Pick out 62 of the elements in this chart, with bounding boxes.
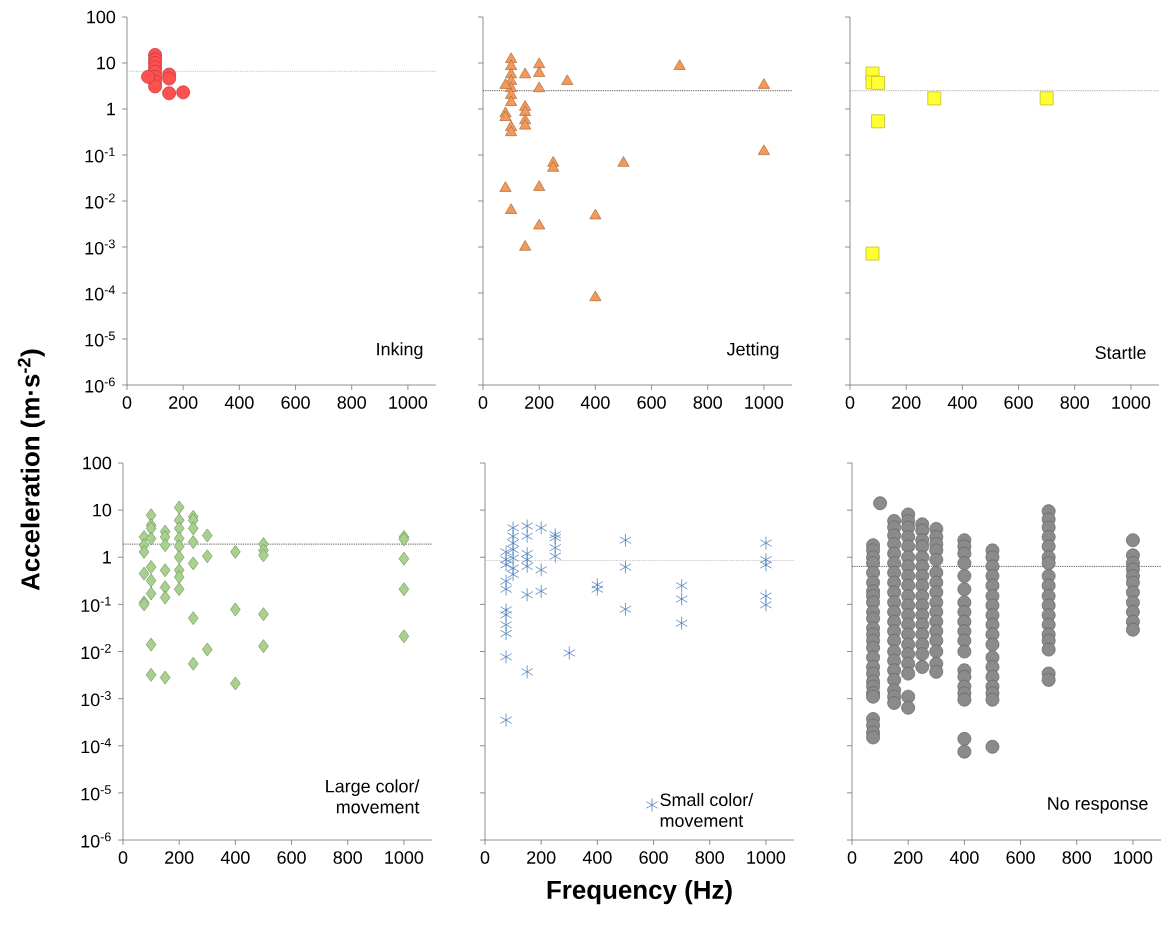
y-tick-label: 10$^{-2}$ xyxy=(85,193,115,209)
annotation: No response xyxy=(1048,797,1148,814)
x-tick-label: 400 xyxy=(220,851,250,864)
x-tick-label: 600 xyxy=(637,396,666,409)
x-tick-label: 800 xyxy=(1062,851,1091,864)
x-tick-label: 600 xyxy=(1004,396,1033,409)
annotation: Inking xyxy=(377,342,423,360)
legend-label: Small color/ movement xyxy=(660,792,754,828)
x-tick-label: 1000 xyxy=(385,851,424,864)
x-tick-label: 0 xyxy=(845,396,855,409)
x-tick-label: 200 xyxy=(169,396,198,409)
x-tick-label: 800 xyxy=(333,851,362,864)
x-tick-label: 800 xyxy=(1060,396,1089,409)
x-tick-label: 200 xyxy=(892,396,921,409)
y-tick-label: 100 xyxy=(83,456,112,470)
y-tick-label: 10$^{-3}$ xyxy=(81,691,111,707)
x-tick-label: 400 xyxy=(582,851,612,864)
x-axis-title: Frequency (Hz) xyxy=(547,880,732,905)
x-tick-label: 1000 xyxy=(1114,851,1153,864)
y-tick-label: 1 xyxy=(107,102,115,116)
y-tick-label: 10$^{-6}$ xyxy=(85,377,115,393)
x-tick-label: 0 xyxy=(122,396,132,409)
y-tick-label: 10$^{-5}$ xyxy=(81,785,111,801)
y-tick-label: 10$^{-1}$ xyxy=(85,147,115,163)
x-tick-label: 400 xyxy=(224,396,254,409)
y-tick-label: 10$^{-1}$ xyxy=(81,596,111,612)
x-tick-label: 200 xyxy=(527,851,556,864)
y-tick-label: 10$^{-3}$ xyxy=(85,239,115,255)
x-tick-label: 1000 xyxy=(389,396,428,409)
x-tick-label: 1000 xyxy=(1112,396,1151,409)
y-tick-label: 1 xyxy=(103,551,111,564)
y-tick-label: 10 xyxy=(97,56,116,70)
annotation: Startle xyxy=(1095,345,1146,360)
x-tick-label: 600 xyxy=(639,851,668,864)
x-tick-label: 200 xyxy=(165,851,194,864)
y-tick-label: 10$^{-4}$ xyxy=(81,738,111,754)
x-tick-label: 600 xyxy=(281,396,310,409)
x-tick-label: 600 xyxy=(277,851,306,864)
y-tick-label: 10$^{-4}$ xyxy=(85,285,115,301)
x-tick-label: 0 xyxy=(478,396,488,409)
x-tick-label: 0 xyxy=(118,851,128,864)
x-tick-label: 600 xyxy=(1006,851,1035,864)
y-tick-label: 10 xyxy=(93,503,112,517)
x-tick-label: 0 xyxy=(480,851,490,864)
x-tick-label: 400 xyxy=(580,396,610,409)
y-tick-label: 10$^{-6}$ xyxy=(81,832,111,848)
annotation: Large color/ movement xyxy=(326,779,420,814)
y-axis-title: Acceleration (m·s$^{-2}$) xyxy=(17,349,45,591)
x-tick-label: 800 xyxy=(337,396,366,409)
x-tick-label: 200 xyxy=(525,396,554,409)
annotation: Jetting xyxy=(726,342,779,360)
x-tick-label: 1000 xyxy=(747,851,786,864)
y-tick-label: 10$^{-5}$ xyxy=(85,331,115,347)
x-tick-label: 400 xyxy=(947,396,977,409)
x-tick-label: 0 xyxy=(847,851,857,864)
x-tick-label: 400 xyxy=(949,851,979,864)
y-tick-label: 10$^{-2}$ xyxy=(81,643,111,660)
x-tick-label: 1000 xyxy=(745,396,784,409)
y-tick-label: 100 xyxy=(87,10,116,24)
x-tick-label: 800 xyxy=(695,851,724,864)
x-tick-label: 800 xyxy=(693,396,722,409)
x-tick-label: 200 xyxy=(894,851,923,864)
